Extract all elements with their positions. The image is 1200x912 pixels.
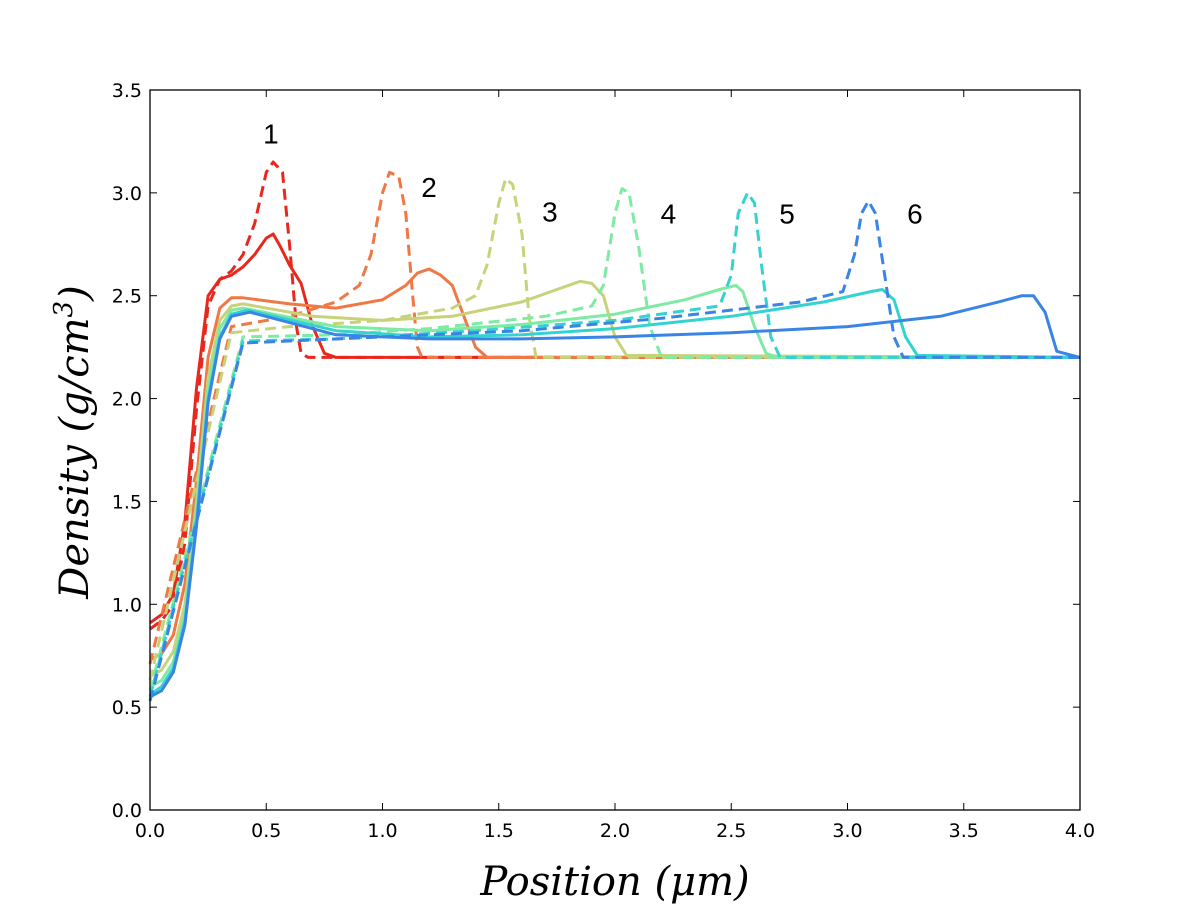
series-line-dashed-6 [148, 199, 1080, 702]
y-axis-title: Density (g/cm3) [49, 285, 98, 599]
y-tick-label: 3.5 [112, 80, 142, 102]
x-tick-label: 2.0 [600, 820, 630, 842]
curve-label-5: 5 [779, 199, 795, 230]
y-tick-label: 2.0 [112, 389, 142, 411]
curve-label-1: 1 [263, 118, 279, 149]
y-tick-label: 3.0 [112, 183, 142, 205]
series-line-dashed-3 [148, 177, 1080, 681]
y-tick-label: 0.5 [112, 697, 142, 719]
y-axis-title-exponent: 3 [49, 301, 79, 318]
y-tick-label: 1.5 [112, 491, 142, 513]
y-axis-ticks: 0.0 0.5 1.0 1.5 2.0 2.5 3.0 3.5 [112, 80, 1080, 822]
curve-label-4: 4 [661, 199, 677, 230]
series-line-solid-4 [149, 283, 1080, 688]
curve-label-6: 6 [907, 199, 923, 230]
x-tick-label: 3.5 [949, 820, 979, 842]
y-axis-title-main: Density (g/cm [52, 317, 98, 599]
x-tick-label: 3.0 [832, 820, 862, 842]
series-line-solid-6 [149, 294, 1081, 699]
y-tick-label: 2.5 [112, 286, 142, 308]
curve-annotations: 1 2 3 4 5 6 [263, 118, 923, 229]
x-tick-label: 0.5 [251, 820, 281, 842]
x-tick-label: 0.0 [135, 820, 165, 842]
x-tick-label: 1.5 [484, 820, 514, 842]
y-tick-label: 0.0 [112, 800, 142, 822]
series-line-dashed-1 [149, 160, 1080, 631]
y-tick-label: 1.0 [112, 594, 142, 616]
x-axis-title: Position (μm) [479, 859, 749, 905]
series-line-dashed-5 [148, 191, 1080, 698]
x-tick-label: 1.0 [367, 820, 397, 842]
x-tick-label: 2.5 [716, 820, 746, 842]
plot-frame [149, 89, 1081, 811]
series-line-solid-1 [149, 232, 1080, 625]
series-line-solid-5 [149, 288, 1081, 697]
curve-label-2: 2 [421, 172, 437, 203]
x-axis-ticks: 0.0 0.5 1.0 1.5 2.0 2.5 3.0 3.5 4.0 [135, 90, 1095, 842]
x-tick-label: 4.0 [1065, 820, 1095, 842]
curve-label-3: 3 [542, 197, 558, 228]
plot-lines [148, 160, 1081, 702]
y-axis-title-close: ) [52, 285, 98, 302]
